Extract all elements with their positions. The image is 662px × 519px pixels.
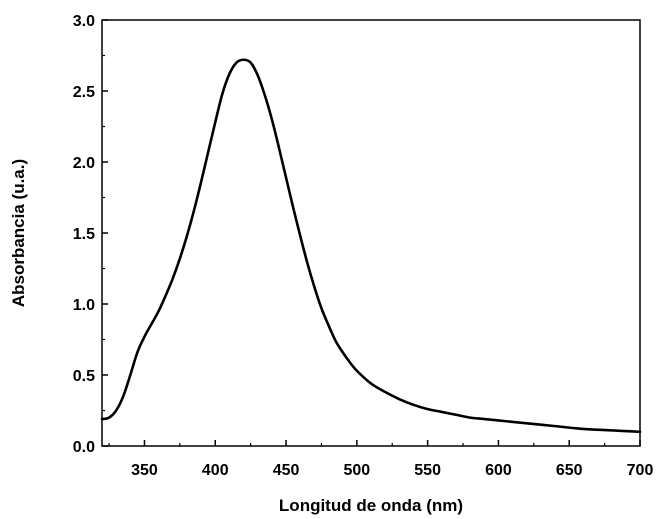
x-tick-label: 600 <box>485 462 512 479</box>
x-axis-title: Longitud de onda (nm) <box>279 496 463 515</box>
y-tick-label: 2.0 <box>73 155 95 172</box>
x-tick-label: 350 <box>131 462 158 479</box>
y-tick-label: 0.0 <box>73 439 95 456</box>
y-tick-label: 0.5 <box>73 368 95 385</box>
y-tick-label: 1.0 <box>73 297 95 314</box>
x-tick-label: 450 <box>273 462 300 479</box>
y-axis: 0.0 0.5 1.0 1.5 2.0 2.5 3.0 <box>73 13 108 456</box>
x-tick-label: 400 <box>202 462 229 479</box>
y-tick-label: 3.0 <box>73 13 95 30</box>
x-axis: 350 400 450 500 550 600 650 700 <box>108 440 654 479</box>
x-tick-label: 650 <box>556 462 583 479</box>
x-tick-label: 500 <box>343 462 370 479</box>
y-tick-label: 1.5 <box>73 226 95 243</box>
x-tick-label: 700 <box>627 462 654 479</box>
y-axis-title: Absorbancia (u.a.) <box>9 159 28 307</box>
x-tick-label: 550 <box>414 462 441 479</box>
y-tick-label: 2.5 <box>73 84 95 101</box>
absorbance-curve <box>100 58 642 434</box>
